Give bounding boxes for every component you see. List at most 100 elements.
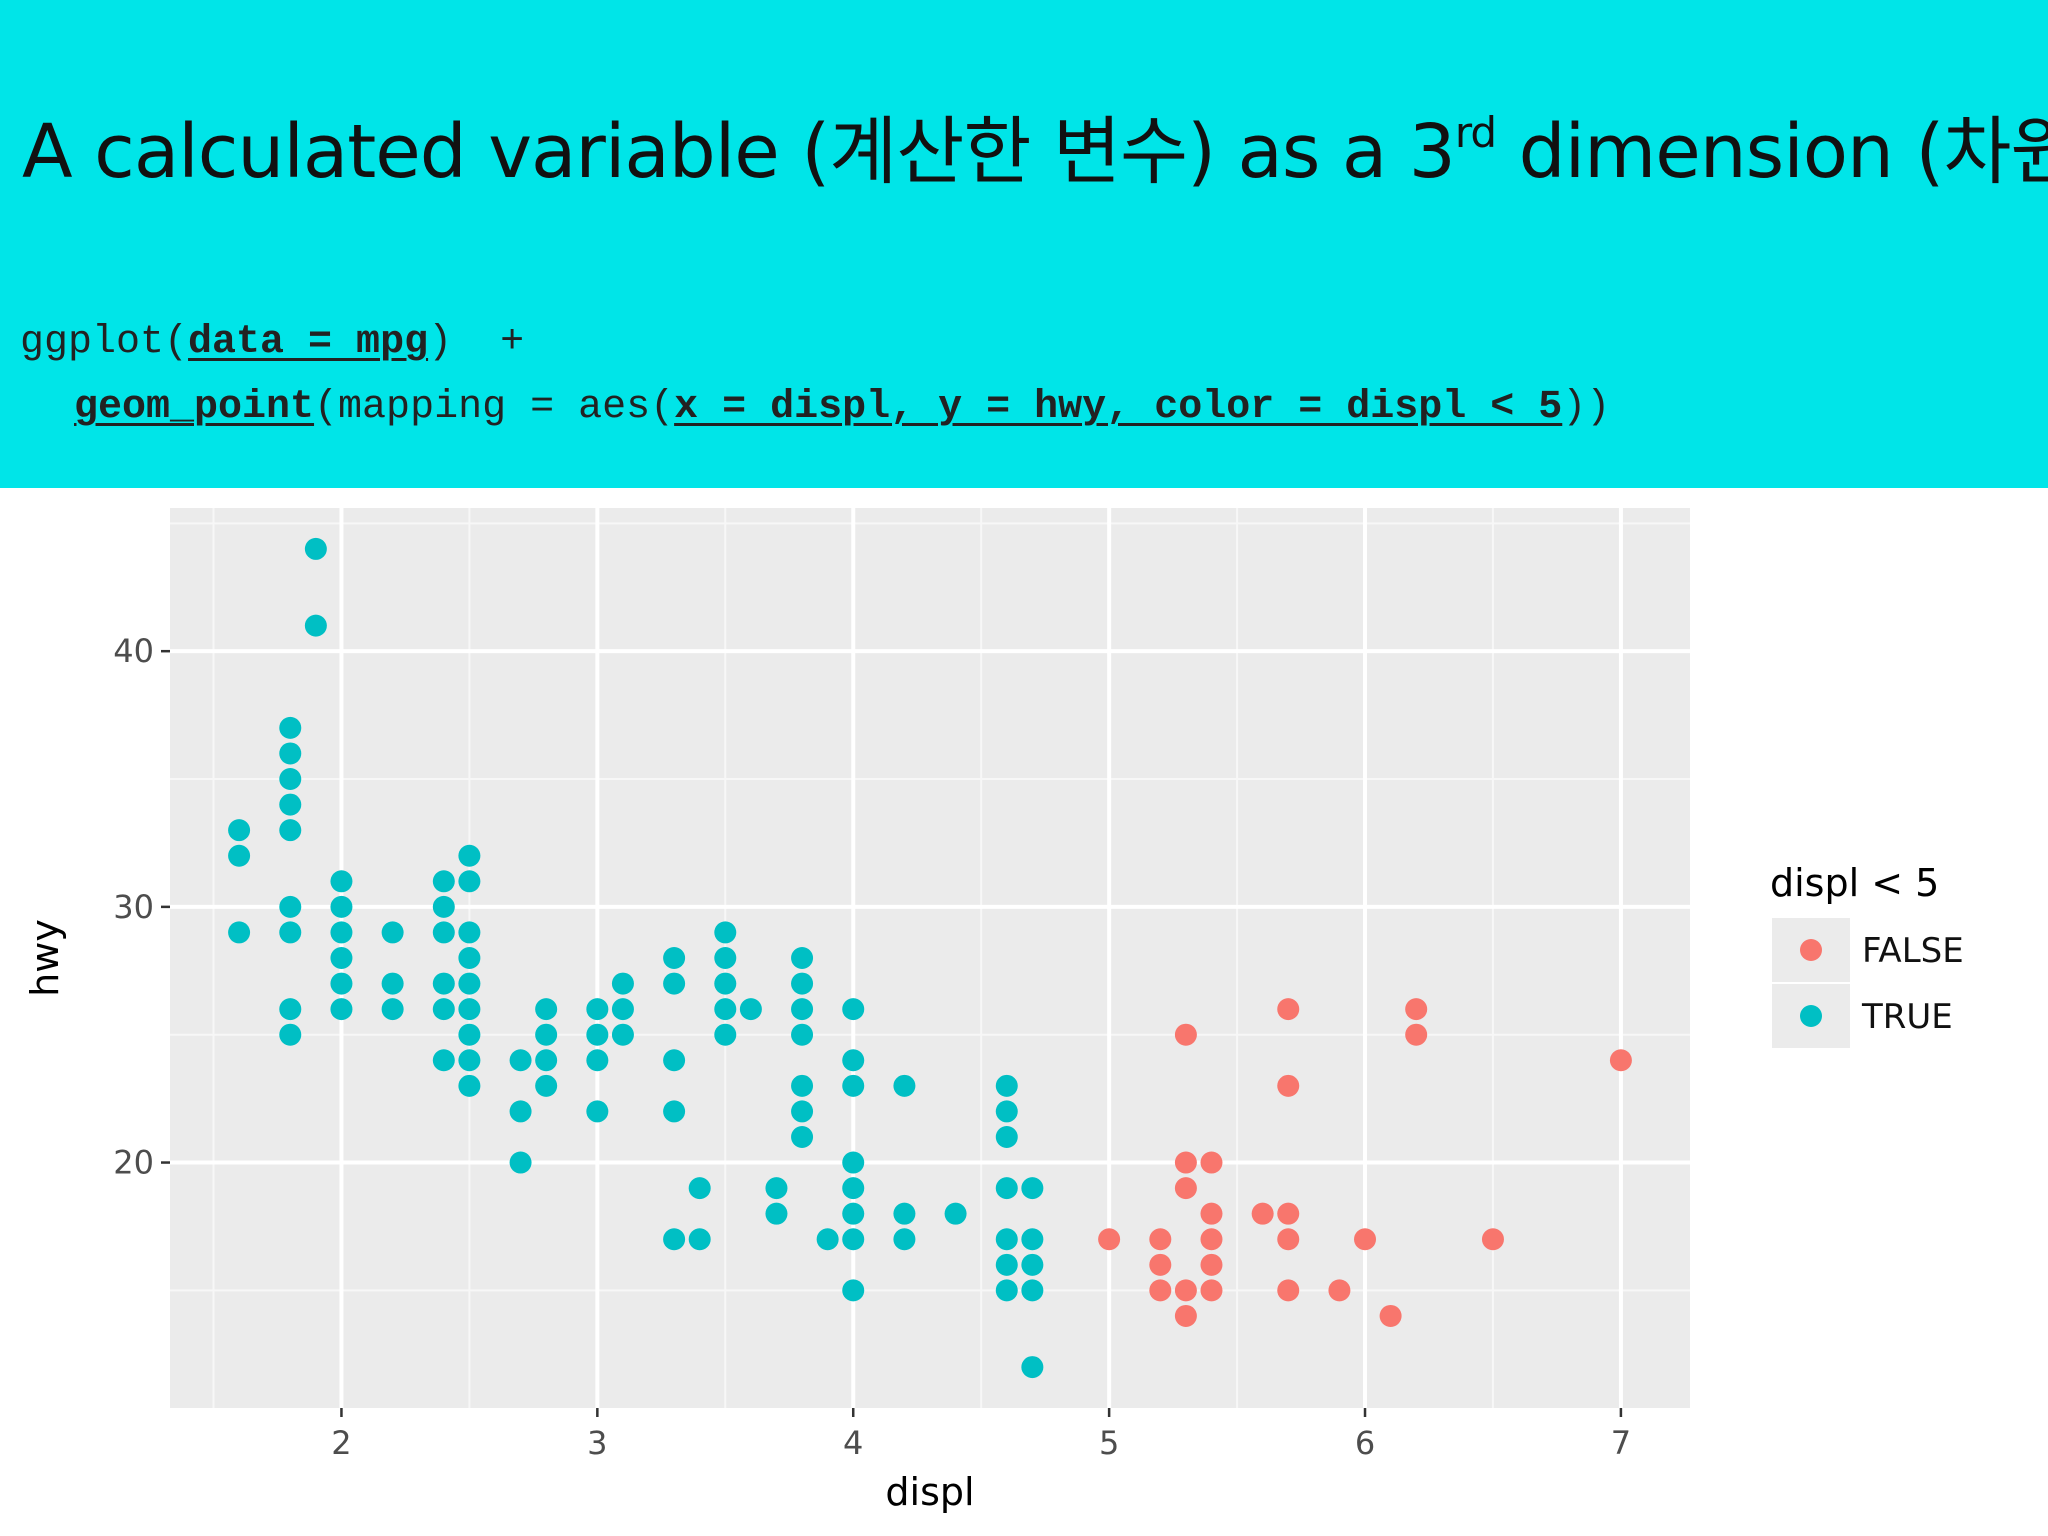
data-point-true xyxy=(714,998,737,1021)
data-point-false xyxy=(1277,1228,1300,1251)
code-plus: ) + xyxy=(428,320,525,365)
data-point-false xyxy=(1609,1049,1632,1072)
data-point-true xyxy=(458,870,481,893)
code-ggplot: ggplot( xyxy=(20,320,189,365)
data-point-true xyxy=(765,1177,788,1200)
data-point-false xyxy=(1098,1228,1121,1251)
data-point-false xyxy=(1200,1228,1223,1251)
data-point-true xyxy=(893,1228,916,1251)
data-point-true xyxy=(842,1279,865,1302)
data-point-false xyxy=(1277,1202,1300,1225)
data-point-true xyxy=(458,1049,481,1072)
x-tick-label: 4 xyxy=(843,1424,863,1462)
minor-gridlines xyxy=(170,508,1690,1408)
data-point-true xyxy=(663,947,686,969)
data-point-false xyxy=(1174,1279,1197,1302)
data-point-false xyxy=(1149,1279,1172,1302)
data-point-false xyxy=(1174,1151,1197,1174)
title-superscript: rd xyxy=(1454,108,1497,157)
data-point-false xyxy=(1174,1023,1197,1046)
data-point-true xyxy=(611,1023,634,1046)
code-line-1: ggplot(data = mpg) + xyxy=(20,320,524,365)
code-data-arg: data = mpg xyxy=(188,320,429,365)
legend-label-false: FALSE xyxy=(1862,931,1964,971)
slide-header: A calculated variable (계산한 변수) as a 3rd … xyxy=(0,0,2048,488)
data-point-true xyxy=(279,716,302,739)
data-point-true xyxy=(1021,1177,1044,1200)
data-point-true xyxy=(611,972,634,995)
data-point-true xyxy=(611,998,634,1021)
data-point-false xyxy=(1405,1023,1428,1046)
data-point-true xyxy=(842,1228,865,1251)
data-point-true xyxy=(432,870,455,893)
data-point-true xyxy=(279,998,302,1021)
data-point-true xyxy=(279,793,302,816)
data-point-true xyxy=(432,921,455,944)
data-point-true xyxy=(279,921,302,944)
data-point-false xyxy=(1481,1228,1504,1251)
data-point-true xyxy=(586,1049,609,1072)
data-point-true xyxy=(944,1202,967,1225)
data-point-false xyxy=(1200,1253,1223,1276)
x-tick-label: 7 xyxy=(1611,1424,1631,1462)
data-point-true xyxy=(432,972,455,995)
data-point-true xyxy=(1021,1356,1044,1379)
data-point-false xyxy=(1174,1177,1197,1200)
data-point-true xyxy=(791,1125,814,1148)
data-point-true xyxy=(458,998,481,1021)
code-mapping: (mapping = aes( xyxy=(314,385,675,430)
title-main: A calculated variable (계산한 변수) as a 3 xyxy=(22,109,1456,195)
data-point-true xyxy=(432,895,455,918)
x-axis-title: displ xyxy=(885,1470,974,1514)
slide-title: A calculated variable (계산한 변수) as a 3rd … xyxy=(22,92,2048,199)
data-point-true xyxy=(663,1228,686,1251)
data-point-false xyxy=(1405,998,1428,1021)
data-point-true xyxy=(279,895,302,918)
data-point-false xyxy=(1149,1228,1172,1251)
data-points xyxy=(228,537,1632,1379)
data-point-true xyxy=(1021,1228,1044,1251)
data-point-true xyxy=(688,1228,711,1251)
data-point-true xyxy=(509,1100,532,1123)
legend-dot-true xyxy=(1800,1005,1822,1027)
data-point-true xyxy=(381,998,404,1021)
data-point-true xyxy=(663,972,686,995)
x-tick-label: 5 xyxy=(1099,1424,1119,1462)
data-point-true xyxy=(842,998,865,1021)
legend: displ < 5 FALSE TRUE xyxy=(1770,861,1964,1048)
axes: 2 3 4 5 6 7 20 30 40 xyxy=(113,632,1631,1462)
data-point-true xyxy=(995,1177,1018,1200)
data-point-true xyxy=(279,742,302,765)
y-tick-label: 40 xyxy=(113,632,154,670)
data-point-true xyxy=(1021,1253,1044,1276)
data-point-true xyxy=(509,1151,532,1174)
data-point-true xyxy=(791,1023,814,1046)
data-point-true xyxy=(586,1023,609,1046)
data-point-true xyxy=(458,921,481,944)
data-point-true xyxy=(458,844,481,867)
data-point-false xyxy=(1379,1304,1402,1327)
data-point-true xyxy=(586,998,609,1021)
data-point-true xyxy=(279,819,302,842)
data-point-true xyxy=(765,1202,788,1225)
data-point-true xyxy=(714,972,737,995)
code-aes-args: x = displ, y = hwy, color = displ < 5 xyxy=(674,385,1563,430)
data-point-true xyxy=(279,1023,302,1046)
data-point-false xyxy=(1328,1279,1351,1302)
data-point-true xyxy=(663,1100,686,1123)
data-point-true xyxy=(842,1177,865,1200)
data-point-false xyxy=(1174,1304,1197,1327)
scatter-chart: 2 3 4 5 6 7 20 30 40 displ hwy displ < 5 FALSE T… xyxy=(23,508,1964,1514)
data-point-false xyxy=(1354,1228,1377,1251)
y-axis-title: hwy xyxy=(23,919,67,997)
data-point-true xyxy=(688,1177,711,1200)
data-point-true xyxy=(893,1202,916,1225)
data-point-true xyxy=(304,537,327,560)
data-point-true xyxy=(330,921,353,944)
code-geom-point: geom_point xyxy=(74,385,315,430)
x-tick-label: 2 xyxy=(331,1424,351,1462)
data-point-true xyxy=(330,972,353,995)
data-point-true xyxy=(535,998,558,1021)
data-point-false xyxy=(1200,1279,1223,1302)
data-point-true xyxy=(816,1228,839,1251)
